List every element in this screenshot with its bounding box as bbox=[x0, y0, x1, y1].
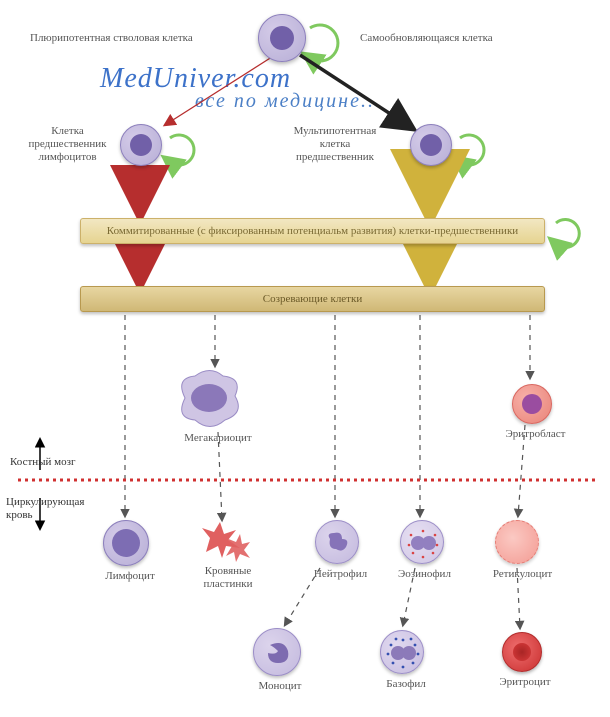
label-megakaryocyte: Мегакариоцит bbox=[178, 432, 258, 445]
cell-erythrocyte bbox=[502, 632, 542, 672]
cell-neutrophil bbox=[315, 520, 359, 564]
label-selfrenew: Самообновляющаяся клетка bbox=[360, 32, 560, 45]
label-multipotent: Мультипотентная клетка предшественник bbox=[265, 125, 405, 165]
label-monocyte: Моноцит bbox=[250, 680, 310, 693]
banner-committed: Коммитированные (с фиксированным потенци… bbox=[80, 218, 545, 244]
cell-megakaryocyte bbox=[175, 368, 243, 430]
label-platelets: Кровяныепластинки bbox=[198, 565, 258, 591]
cell-pluripotent bbox=[258, 14, 306, 62]
cell-multipotent bbox=[410, 124, 452, 166]
label-lymph-progenitor: Клетка предшественник лимфоцитов bbox=[20, 125, 115, 165]
banner-maturing: Созревающие клетки bbox=[80, 286, 545, 312]
cell-basophil bbox=[380, 630, 424, 674]
label-erythrocyte: Эритроцит bbox=[495, 676, 555, 689]
cell-lymphocyte bbox=[103, 520, 149, 566]
watermark-line2: все по медицине... bbox=[195, 90, 382, 113]
cell-monocyte bbox=[253, 628, 301, 676]
label-reticulocyte: Ретикулоцит bbox=[485, 568, 560, 581]
label-basophil: Базофил bbox=[376, 678, 436, 691]
cell-erythroblast bbox=[512, 384, 552, 424]
label-lymphocyte: Лимфоцит bbox=[95, 570, 165, 583]
cell-eosinophil bbox=[400, 520, 444, 564]
label-pluripotent: Плюрипотентная стволовая клетка bbox=[30, 32, 230, 45]
cell-reticulocyte bbox=[495, 520, 539, 564]
label-erythroblast: Эритробласт bbox=[498, 428, 573, 441]
label-neutrophil: Нейтрофил bbox=[308, 568, 373, 581]
cell-platelets bbox=[200, 518, 252, 564]
label-circulating: Циркулирующая кровь bbox=[6, 496, 84, 522]
cell-lymph-progenitor bbox=[120, 124, 162, 166]
label-bone-marrow: Костный мозг bbox=[10, 456, 75, 468]
label-eosinophil: Эозинофил bbox=[392, 568, 457, 581]
